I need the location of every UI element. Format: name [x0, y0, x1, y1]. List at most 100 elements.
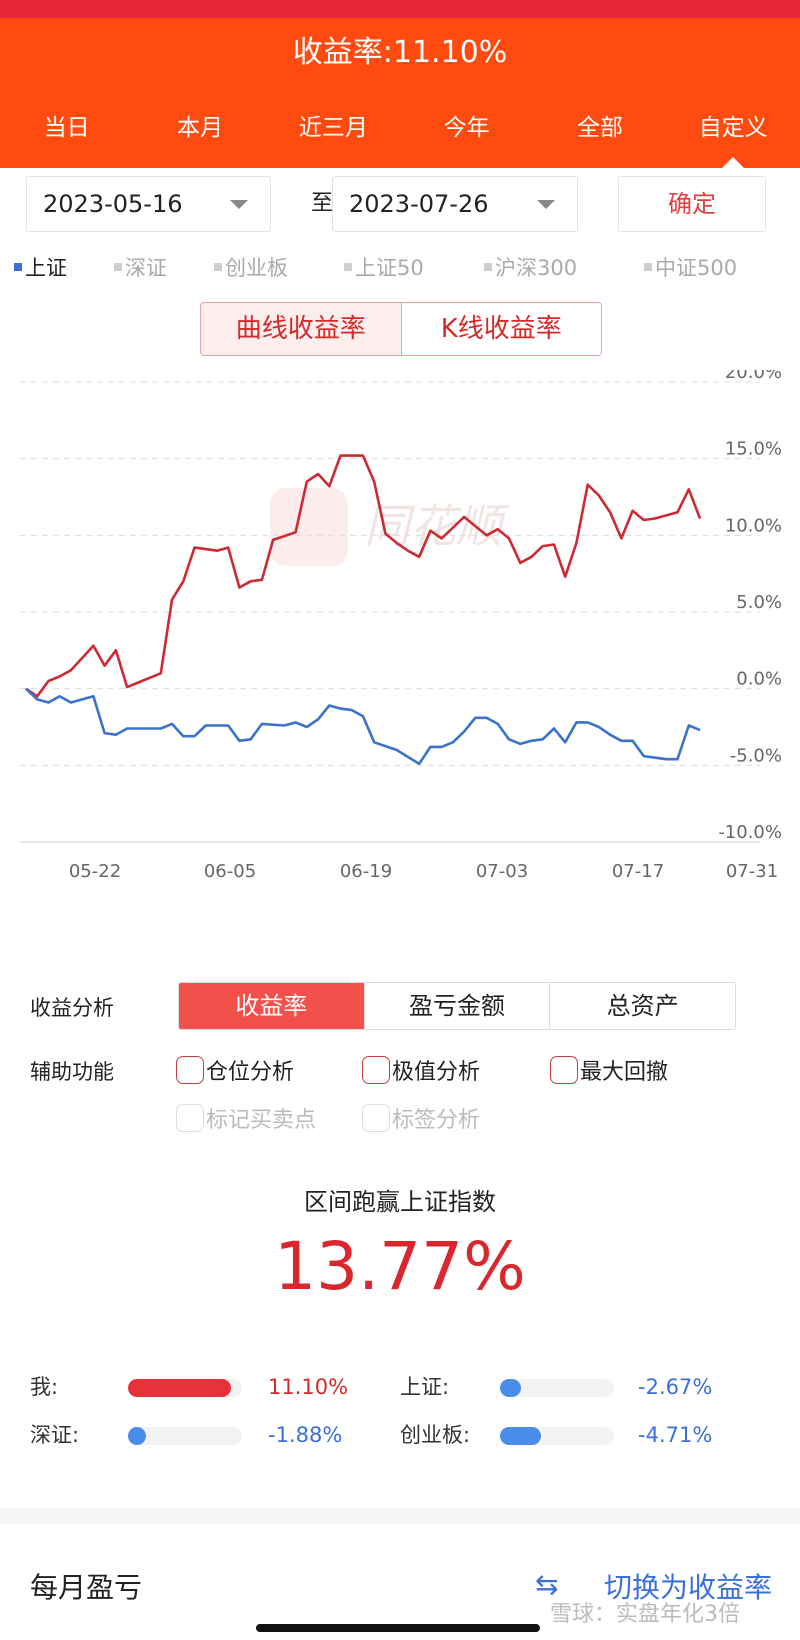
index-selector: 上证 深证 创业板 上证50 沪深300 中证500 [14, 250, 794, 284]
index-csi500[interactable]: 中证500 [644, 250, 764, 284]
compare-shanghai: 上证: -2.67% [400, 1372, 740, 1402]
compare-shenzhen: 深证: -1.88% [30, 1420, 360, 1450]
checkbox-label: 最大回撤 [580, 1060, 669, 1085]
compare-value: -2.67% [638, 1375, 713, 1399]
index-label: 上证50 [355, 256, 424, 280]
analysis-segmented-control: 收益率 盈亏金额 总资产 [178, 982, 736, 1030]
checkbox-extreme-analysis[interactable]: 极值分析 [362, 1054, 480, 1086]
confirm-button[interactable]: 确定 [618, 176, 766, 232]
index-shanghai[interactable]: 上证 [14, 250, 114, 284]
compare-value: 11.10% [268, 1375, 349, 1399]
x-tick-label: 07-31 [726, 861, 778, 882]
index-label: 创业板 [225, 256, 288, 280]
x-tick-label: 06-19 [340, 861, 392, 882]
checkbox-trade-points[interactable]: 标记买卖点 [176, 1102, 316, 1134]
to-label: 至 [310, 191, 333, 216]
legend-square-icon [214, 263, 222, 271]
y-tick-label: 15.0% [725, 439, 782, 460]
mine-series-line [25, 454, 702, 698]
compare-label: 上证: [400, 1375, 450, 1399]
y-tick-label: 10.0% [725, 515, 782, 536]
y-axis-labels: 20.0% 15.0% 10.0% 5.0% 0.0% -5.0% -10.0% [718, 370, 782, 843]
section-divider [0, 1508, 800, 1524]
index-shenzhen[interactable]: 深证 [114, 250, 214, 284]
watermark-text: 同花顺 [364, 499, 510, 553]
x-tick-label: 06-05 [204, 861, 256, 882]
home-indicator [256, 1624, 540, 1632]
compare-bar-fill [128, 1427, 146, 1445]
compare-bar-fill [500, 1427, 541, 1445]
index-series-line [25, 687, 701, 766]
checkbox-tag-analysis[interactable]: 标签分析 [362, 1102, 480, 1134]
end-date-value: 2023-07-26 [349, 190, 489, 218]
checkbox-label: 仓位分析 [206, 1060, 295, 1085]
period-tabs: 当日 本月 近三月 今年 全部 自定义 [0, 88, 800, 168]
checkbox-icon [176, 1056, 204, 1084]
switch-icon[interactable]: ⇆ [535, 1568, 559, 1601]
start-date-value: 2023-05-16 [43, 190, 183, 218]
compare-chinext: 创业板: -4.71% [400, 1420, 740, 1450]
tab-today[interactable]: 当日 [43, 115, 90, 141]
monthly-pnl-title: 每月盈亏 [30, 1571, 143, 1604]
compare-value: -4.71% [638, 1423, 713, 1447]
watermark-logo-icon [270, 488, 348, 566]
analysis-label: 收益分析 [30, 996, 114, 1020]
aux-label: 辅助功能 [30, 1060, 114, 1084]
index-sse50[interactable]: 上证50 [344, 250, 484, 284]
y-tick-label: 5.0% [736, 592, 782, 613]
compare-label: 深证: [30, 1423, 80, 1447]
segment-total-assets[interactable]: 总资产 [549, 983, 735, 1029]
status-strip [0, 0, 800, 18]
index-chinext[interactable]: 创业板 [214, 250, 344, 284]
return-chart[interactable]: 同花顺 20.0% 15.0% 10.0% 5.0% 0.0% -5.0% -10.0% 0… [0, 370, 800, 930]
compare-mine: 我: 11.10% [30, 1372, 360, 1402]
y-tick-label: -10.0% [718, 822, 782, 843]
compare-bar-track [128, 1379, 242, 1397]
legend-square-icon [644, 263, 652, 271]
tab-all[interactable]: 全部 [576, 115, 623, 141]
y-tick-label: 20.0% [725, 370, 782, 383]
chevron-down-icon [537, 200, 555, 209]
kline-return-button[interactable]: K线收益率 [400, 303, 601, 355]
y-tick-label: 0.0% [736, 669, 782, 690]
legend-square-icon [14, 263, 22, 271]
legend-square-icon [114, 263, 122, 271]
compare-bar-track [500, 1427, 614, 1445]
checkbox-label: 标签分析 [392, 1108, 481, 1133]
beat-index-title: 区间跑赢上证指数 [304, 1188, 496, 1216]
segment-return-rate[interactable]: 收益率 [179, 983, 364, 1029]
y-tick-label: -5.0% [730, 745, 782, 766]
end-date-picker[interactable]: 2023-07-26 [332, 176, 578, 232]
compare-bar-track [128, 1427, 242, 1445]
index-csi300[interactable]: 沪深300 [484, 250, 644, 284]
tab-three-months[interactable]: 近三月 [298, 115, 368, 141]
segment-profit-loss[interactable]: 盈亏金额 [363, 983, 550, 1029]
x-axis-labels: 05-22 06-05 06-19 07-03 07-17 07-31 [69, 861, 778, 882]
legend-square-icon [344, 263, 352, 271]
checkbox-icon [176, 1104, 204, 1132]
chart-grid [20, 381, 760, 843]
return-rate-header: 收益率:11.10% [0, 18, 800, 88]
chart-watermark: 同花顺 [270, 488, 510, 566]
index-label: 上证 [25, 256, 67, 280]
curve-return-button[interactable]: 曲线收益率 [201, 303, 401, 355]
compare-label: 创业板: [400, 1423, 471, 1447]
compare-bar-fill [128, 1379, 231, 1397]
checkbox-label: 极值分析 [392, 1060, 481, 1085]
index-label: 深证 [125, 256, 167, 280]
chevron-down-icon [230, 200, 248, 209]
xueqiu-watermark: 雪球：实盘年化3倍 [550, 1602, 740, 1627]
checkbox-position-analysis[interactable]: 仓位分析 [176, 1054, 294, 1086]
tab-this-year[interactable]: 今年 [443, 115, 490, 141]
tab-custom[interactable]: 自定义 [667, 88, 800, 168]
start-date-picker[interactable]: 2023-05-16 [26, 176, 271, 232]
chart-mode-toggle: 曲线收益率 K线收益率 [200, 302, 602, 356]
checkbox-icon [362, 1104, 390, 1132]
tab-this-month[interactable]: 本月 [176, 115, 223, 141]
index-label: 中证500 [655, 256, 738, 280]
checkbox-label: 标记买卖点 [206, 1108, 317, 1133]
compare-bar-track [500, 1379, 614, 1397]
beat-index-value: 13.77% [274, 1228, 526, 1305]
checkbox-max-drawdown[interactable]: 最大回撤 [550, 1054, 668, 1086]
switch-to-return-link[interactable]: 切换为收益率 [604, 1571, 773, 1604]
